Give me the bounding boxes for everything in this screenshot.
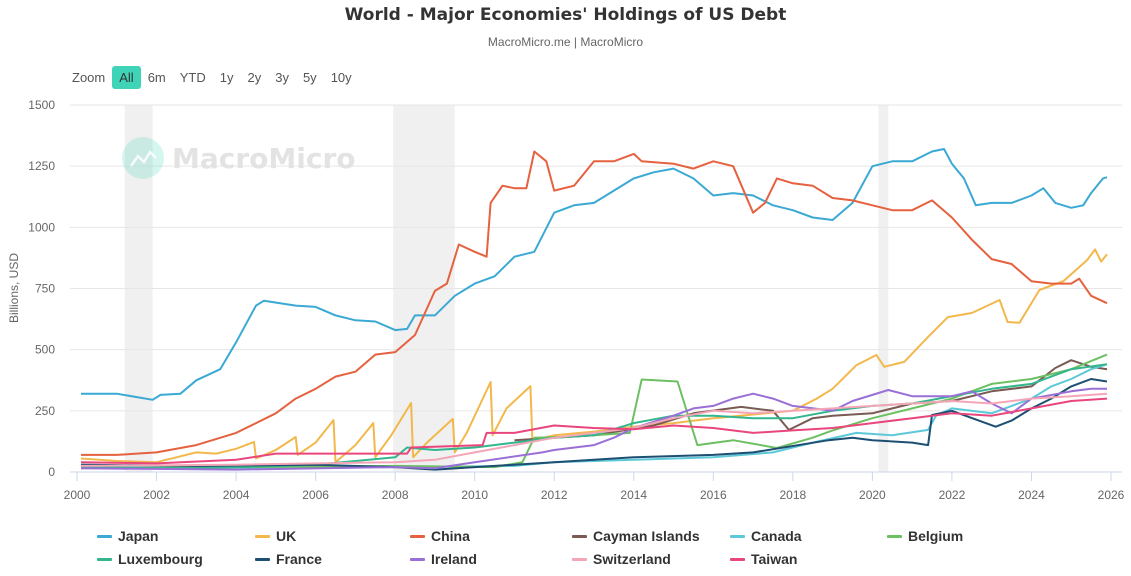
watermark-chart-icon — [129, 149, 157, 167]
x-tick-label: 2012 — [541, 488, 568, 502]
chart-title: World - Major Economies' Holdings of US … — [344, 5, 787, 25]
legend-swatch — [97, 534, 112, 538]
legend-item-uk[interactable]: UK — [255, 528, 296, 544]
x-tick-label: 2014 — [620, 488, 647, 502]
legend-label: UK — [276, 528, 297, 544]
y-tick-label: 750 — [35, 282, 55, 296]
series-line-switzerland — [80, 392, 1108, 467]
series-line-ireland — [80, 387, 1107, 471]
series-line-cayman-islands — [514, 359, 1108, 442]
legend-item-switzerland[interactable]: Switzerland — [572, 551, 671, 567]
series-line-uk — [80, 248, 1108, 464]
series-line-luxembourg — [80, 363, 1108, 470]
legend-swatch — [410, 557, 425, 561]
x-tick-label: 2024 — [1018, 488, 1045, 502]
zoom-10y-button[interactable]: 10y — [330, 70, 352, 85]
zoom-3y-button[interactable]: 3y — [275, 70, 289, 85]
series-line-france — [80, 378, 1108, 471]
x-tick-label: 2006 — [302, 488, 329, 502]
legend-item-taiwan[interactable]: Taiwan — [730, 551, 797, 567]
y-tick-label: 500 — [35, 343, 55, 357]
x-tick-label: 2018 — [779, 488, 806, 502]
legend-swatch — [572, 534, 587, 538]
x-tick-label: 2022 — [939, 488, 966, 502]
series-line-canada — [80, 363, 1108, 469]
legend-swatch — [97, 557, 112, 561]
legend-item-japan[interactable]: Japan — [97, 528, 158, 544]
legend-swatch — [730, 557, 745, 561]
zoom-all-button[interactable]: All — [112, 66, 141, 89]
x-tick-label: 2010 — [461, 488, 488, 502]
zoom-5y-button[interactable]: 5y — [302, 70, 317, 85]
legend-label: China — [431, 528, 470, 544]
x-tick-label: 2020 — [859, 488, 886, 502]
legend-label: France — [276, 551, 322, 567]
legend-swatch — [887, 534, 902, 538]
zoom-2y-button[interactable]: 2y — [247, 70, 262, 85]
x-tick-label: 2002 — [143, 488, 170, 502]
legend-label: Luxembourg — [118, 551, 203, 567]
legend-label: Belgium — [908, 528, 964, 544]
legend-swatch — [255, 557, 270, 561]
x-tick-label: 2016 — [700, 488, 727, 502]
watermark-logo-icon — [122, 137, 164, 179]
legend-label: Taiwan — [751, 551, 798, 567]
legend-item-china[interactable]: China — [410, 528, 470, 544]
legend-label: Cayman Islands — [593, 528, 700, 544]
zoom-1y-button[interactable]: 1y — [219, 70, 234, 85]
x-tick-label: 2000 — [64, 488, 91, 502]
chart-subtitle: MacroMicro.me | MacroMicro — [487, 35, 644, 49]
legend-item-cayman-islands[interactable]: Cayman Islands — [572, 528, 700, 544]
x-tick-label: 2026 — [1098, 488, 1125, 502]
zoom-label: Zoom — [72, 70, 106, 85]
legend-swatch — [410, 534, 425, 538]
legend-swatch — [730, 534, 745, 538]
legend-label: Switzerland — [593, 551, 671, 567]
y-tick-label: 1500 — [28, 98, 55, 112]
legend-item-luxembourg[interactable]: Luxembourg — [97, 551, 203, 567]
legend-item-belgium[interactable]: Belgium — [887, 528, 963, 544]
legend-item-canada[interactable]: Canada — [730, 528, 802, 544]
legend-swatch — [572, 557, 587, 561]
series-line-taiwan — [80, 397, 1108, 465]
legend-label: Canada — [751, 528, 802, 544]
zoom-bar: Zoom All 6m YTD 1y 2y 3y 5y 10y — [70, 66, 359, 89]
legend-label: Japan — [118, 528, 159, 544]
legend-label: Ireland — [431, 551, 477, 567]
legend-item-france[interactable]: France — [255, 551, 322, 567]
zoom-ytd-button[interactable]: YTD — [179, 70, 206, 85]
watermark-logo: MacroMicro — [122, 137, 356, 179]
zoom-6m-button[interactable]: 6m — [147, 70, 166, 85]
legend-item-ireland[interactable]: Ireland — [410, 551, 477, 567]
y-tick-label: 0 — [48, 465, 55, 479]
series-line-china — [81, 150, 1108, 456]
y-tick-label: 1000 — [28, 220, 55, 234]
x-tick-label: 2008 — [382, 488, 409, 502]
y-axis-title: Billions, USD — [7, 253, 21, 323]
watermark-text: MacroMicro — [172, 142, 356, 175]
series-line-japan — [81, 148, 1108, 401]
y-tick-label: 1250 — [28, 159, 55, 173]
legend-swatch — [255, 534, 270, 538]
x-tick-label: 2004 — [223, 488, 250, 502]
line-chart: 0 250 500 750 1000 1250 1500 MacroMicro 2000 20… — [7, 98, 1125, 502]
y-tick-label: 250 — [35, 404, 55, 418]
